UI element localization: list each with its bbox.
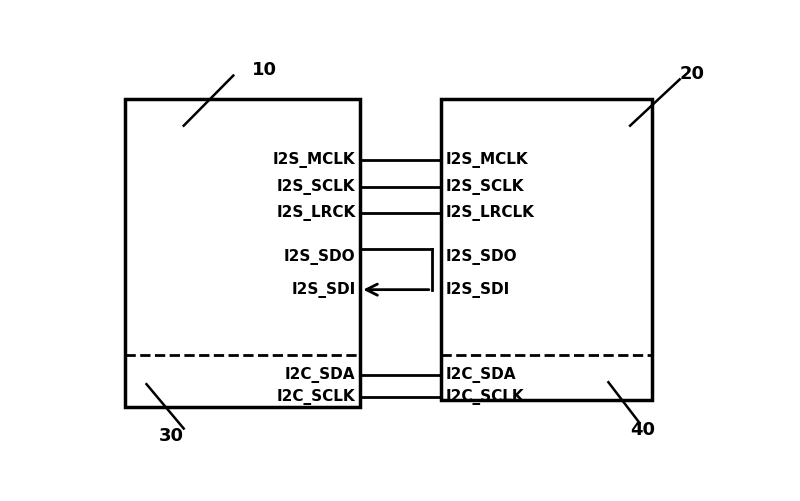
Text: 20: 20	[680, 65, 705, 83]
Text: I2S_MCLK: I2S_MCLK	[273, 152, 355, 168]
Bar	[125, 99, 360, 407]
Bar	[441, 99, 652, 400]
Text: I2S_SCLK: I2S_SCLK	[446, 179, 525, 195]
Text: I2S_SDO: I2S_SDO	[446, 249, 518, 265]
Text: 10: 10	[252, 61, 277, 79]
Text: I2S_LRCK: I2S_LRCK	[276, 205, 355, 221]
Text: I2S_SDI: I2S_SDI	[291, 282, 355, 298]
Text: I2S_LRCLK: I2S_LRCLK	[446, 205, 535, 221]
Text: 40: 40	[630, 421, 655, 439]
Text: I2S_SDI: I2S_SDI	[446, 282, 510, 298]
Text: 30: 30	[158, 427, 184, 445]
Text: I2S_MCLK: I2S_MCLK	[446, 152, 529, 168]
Text: I2S_SDO: I2S_SDO	[284, 249, 355, 265]
Text: I2C_SCLK: I2C_SCLK	[277, 388, 355, 404]
Text: I2C_SDA: I2C_SDA	[446, 367, 517, 383]
Text: I2C_SCLK: I2C_SCLK	[446, 388, 525, 404]
Text: I2C_SDA: I2C_SDA	[285, 367, 355, 383]
Text: I2S_SCLK: I2S_SCLK	[277, 179, 355, 195]
